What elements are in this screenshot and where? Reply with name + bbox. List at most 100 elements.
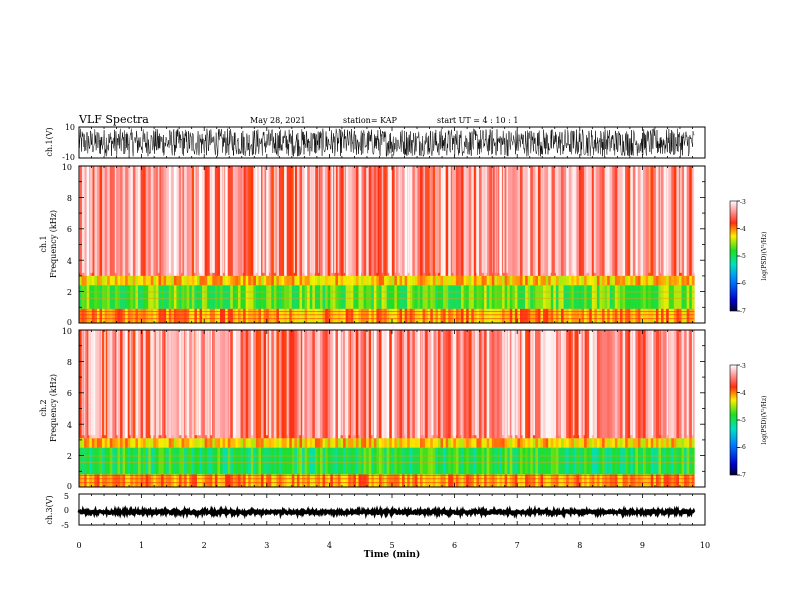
spec2-cell (358, 438, 362, 448)
spec2-cell (412, 330, 416, 439)
spec1-cell (461, 285, 464, 309)
spec1-cell (109, 308, 113, 323)
spec2-cell (225, 438, 229, 448)
spec2-cell (127, 330, 131, 439)
spec2-cell (381, 438, 385, 448)
spec2-cell (394, 447, 398, 475)
spec1-streak (680, 166, 683, 273)
spec1-cell (199, 275, 203, 286)
spec2-cell (366, 438, 370, 448)
spec1-cell (132, 275, 136, 286)
spec2-cell (89, 330, 93, 439)
spec2-cell (335, 474, 339, 487)
spec1-cell (278, 275, 282, 286)
spec2-cell (468, 447, 472, 475)
spec2-cell (276, 474, 280, 487)
spec2-cell (655, 474, 659, 487)
spec2-cell (545, 447, 549, 475)
spec1-cell (663, 275, 667, 286)
spec2-cell (335, 447, 339, 475)
spec1-streak (223, 166, 225, 273)
spec1-cell (137, 308, 141, 323)
spec2-cell (617, 474, 621, 487)
spec1-cell (184, 308, 187, 323)
spec2-cell (86, 438, 90, 448)
spec1-cell (668, 166, 672, 276)
spec2-cell (89, 438, 93, 448)
spec2-cell (86, 330, 90, 439)
spec2-cell (614, 330, 618, 439)
spec1-cell (94, 166, 98, 276)
spec2-cell (591, 447, 595, 475)
spec1-cell (537, 285, 541, 309)
spec1-cell (473, 275, 477, 286)
spec1-cell (104, 166, 108, 276)
spec1-cell (643, 308, 646, 323)
spec2-cell (614, 447, 618, 475)
spec2-cell (432, 438, 436, 448)
spec1-cell (266, 166, 270, 276)
spec1-cell (99, 308, 103, 323)
spec2-cell (409, 438, 413, 448)
spec1-cell (107, 166, 111, 276)
spec1-cell (509, 285, 513, 309)
spec2-cell (489, 474, 493, 487)
spec2-cell (625, 474, 628, 487)
spec1-cell (643, 166, 646, 276)
spec1-cell (620, 275, 623, 286)
spec1-cell (663, 285, 667, 309)
spec2-streak (186, 330, 189, 436)
spec1-cell (137, 275, 141, 286)
spec1-cell (314, 285, 318, 309)
spec2-cell (412, 474, 416, 487)
spec1-cell (104, 285, 108, 309)
spec2-cell (143, 438, 146, 448)
spec1-cell (571, 308, 575, 323)
spec2-cell (504, 438, 508, 448)
spec2-streak (455, 330, 457, 436)
spec2-cell (532, 447, 536, 475)
spec2-streak (185, 330, 187, 436)
spec1-cell (166, 275, 170, 286)
spec1-cell (417, 308, 421, 323)
spec2-cell (537, 330, 541, 439)
spec1-cell (109, 285, 113, 309)
spec1-cell (640, 308, 644, 323)
spec1-cell (678, 285, 682, 309)
spec1-cell (663, 166, 667, 276)
spec2-cell (576, 438, 580, 448)
spec1-cell (535, 308, 539, 323)
spec2-streak (630, 330, 633, 436)
spec1-cell (681, 285, 685, 309)
spec2-cell (112, 474, 116, 487)
spec2-cell (294, 330, 298, 439)
spec2-cell (84, 447, 87, 475)
spec1-cell (602, 308, 605, 323)
spec2-cell (596, 330, 600, 439)
spec2-cell (291, 330, 295, 439)
spec2-cell (545, 474, 549, 487)
spec2-cell (109, 447, 113, 475)
spec2-cell (458, 447, 462, 475)
spec1-cell (155, 308, 159, 323)
spec1-cell (399, 308, 403, 323)
spec2-streak (583, 330, 585, 436)
spec1-cell (520, 275, 523, 286)
spec1-cell (181, 166, 185, 276)
spec1-cell (99, 166, 103, 276)
spec2-streak (558, 330, 560, 436)
spec2-cell (184, 474, 187, 487)
spec2-cell (320, 330, 323, 439)
spec1-cell (286, 308, 290, 323)
spec2-cell (337, 330, 341, 439)
spec2-cell (327, 447, 331, 475)
spec2-cell (86, 447, 90, 475)
spec2-cell (448, 330, 452, 439)
spec1-cell (158, 275, 162, 286)
spec2-cell (207, 474, 211, 487)
spec2-cell (437, 438, 441, 448)
spec2-tone-line (79, 461, 695, 463)
spec1-cell (576, 308, 580, 323)
spec1-cell (548, 275, 552, 286)
spec1-cell (225, 275, 229, 286)
